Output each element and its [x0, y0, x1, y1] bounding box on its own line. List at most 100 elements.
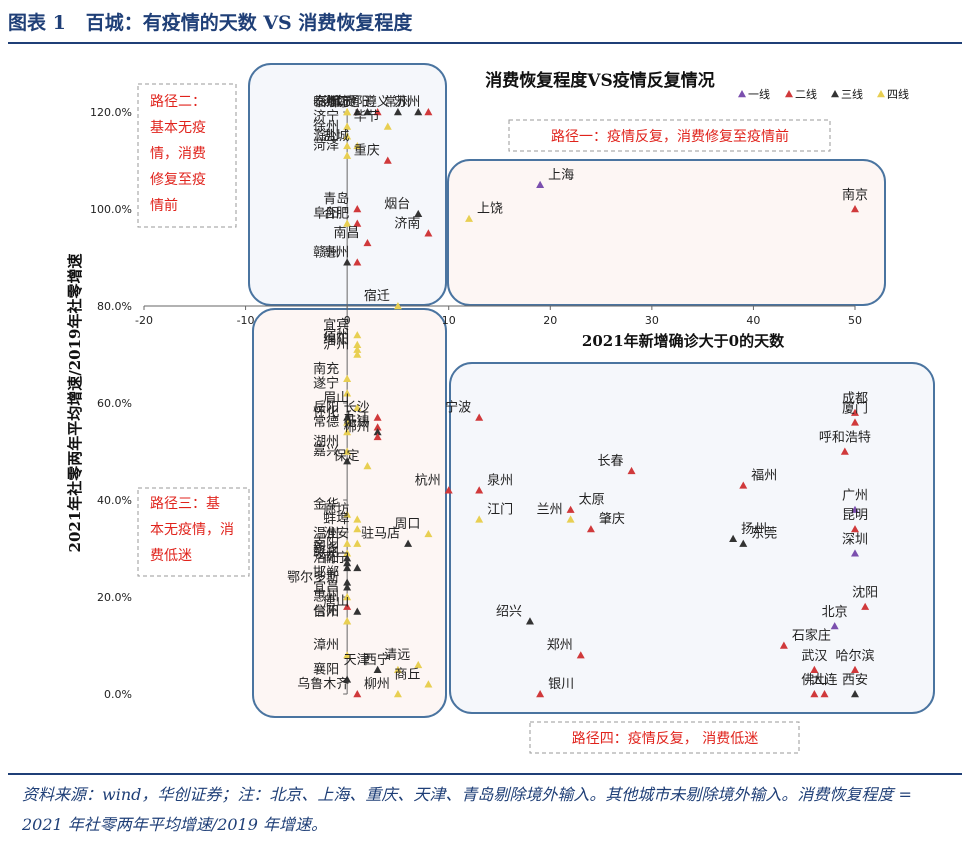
point-label: 菏泽: [313, 139, 339, 154]
x-tick-label: -20: [135, 314, 153, 327]
point-label: 遵义: [364, 94, 390, 110]
point-label: 苏州: [394, 94, 420, 110]
point-label: 商丘: [394, 667, 420, 682]
point-label: 赣州: [313, 245, 339, 260]
point-label: 昆明: [842, 508, 868, 523]
point-label: 毕节: [354, 110, 380, 125]
point-label: 临沂: [313, 95, 339, 110]
legend-label: 二线: [795, 87, 817, 101]
point-label: 邯郸: [313, 565, 339, 580]
point-label: 绍兴: [496, 604, 522, 619]
point-唐山: [353, 607, 362, 615]
point-东莞: [739, 539, 748, 547]
point-label: 南昌: [333, 225, 359, 241]
point-石家庄: [779, 641, 788, 649]
point-label: 哈尔滨: [835, 648, 874, 664]
point-常德: [343, 428, 352, 436]
point-label: 厦门: [842, 401, 868, 416]
point-重庆: [383, 156, 392, 164]
quadrant-box-route3: [252, 308, 447, 718]
point-金华: [343, 510, 352, 518]
point-湖州: [343, 447, 352, 455]
point-周口: [424, 529, 433, 538]
point-label: 上海: [548, 168, 574, 183]
point-label: 鄂尔多斯: [287, 569, 339, 585]
route2-label: 路径二：基本无疫情，消费修复至疫情前: [150, 94, 206, 214]
point-label: 宁波: [445, 400, 471, 416]
point-南京: [851, 205, 859, 213]
point-label: 海口: [323, 95, 349, 110]
point-label: 台州: [313, 604, 339, 619]
point-银川: [536, 690, 545, 698]
point-label: 济宁: [313, 109, 339, 125]
point-label: 福州: [751, 468, 777, 483]
point-label: 湖州: [313, 435, 339, 450]
point-沈阳: [861, 602, 870, 610]
point-label: 肇庆: [599, 512, 625, 527]
point-label: 亳州: [323, 244, 349, 260]
point-清远: [414, 660, 423, 669]
point-新乡: [343, 554, 352, 562]
point-乌鲁木齐: [353, 690, 362, 698]
point-驻马店: [404, 539, 413, 547]
point-上海: [536, 180, 545, 188]
point-label: 广州: [842, 489, 868, 504]
point-毕节: [383, 122, 392, 130]
point-西安: [851, 690, 859, 698]
y-tick-label: 0.0%: [104, 688, 132, 701]
point-遂宁: [343, 389, 352, 397]
y-tick-label: 120.0%: [90, 106, 132, 119]
y-tick-label: 20.0%: [97, 591, 132, 604]
quadrant-box-route1: [447, 159, 886, 306]
point-label: 石家庄: [792, 628, 831, 644]
y-axis-title: 2021年社零两年平均增速/2019年社零增速: [66, 254, 84, 553]
point-label: 西安: [842, 673, 868, 688]
point-label: 惠州: [313, 590, 339, 605]
point-邯郸: [343, 578, 352, 586]
point-襄阳: [343, 675, 352, 683]
point-菏泽: [343, 151, 352, 159]
point-label: 嘉兴: [313, 444, 339, 459]
point-保定: [363, 462, 372, 470]
point-南阳: [343, 549, 352, 557]
point-福州: [739, 481, 748, 489]
point-label: 武汉: [801, 649, 827, 664]
x-tick-label: 20: [543, 314, 557, 327]
x-tick-label: 0: [344, 314, 351, 327]
legend-label: 一线: [748, 87, 770, 101]
point-label: 南通: [333, 94, 359, 110]
point-九江: [373, 423, 382, 431]
route4-label: 路径四：疫情反复， 消费低迷: [572, 730, 758, 747]
point-label: 乌鲁木齐: [297, 676, 349, 692]
point-盐城: [353, 141, 362, 150]
point-武汉: [810, 665, 819, 673]
point-广州: [851, 505, 859, 513]
point-蚌埠: [353, 525, 362, 533]
point-漳州: [343, 651, 352, 659]
point-南充: [343, 374, 352, 382]
point-label: 沈阳: [852, 586, 878, 601]
point-label: 佛山: [801, 673, 827, 688]
point-温州: [343, 539, 352, 547]
point-惠州: [343, 602, 352, 610]
point-合肥: [353, 219, 362, 227]
point-宜宾: [353, 331, 362, 339]
point-济宁: [343, 122, 352, 130]
point-label: 长沙: [344, 401, 370, 416]
point-徐州: [343, 132, 352, 140]
point-烟台: [414, 209, 423, 218]
y-tick-label: 40.0%: [97, 494, 132, 507]
point-label: 长春: [598, 454, 624, 469]
figure-label: 图表 1: [8, 12, 66, 34]
point-信阳: [343, 617, 352, 625]
point-太原: [566, 505, 575, 513]
point-深圳: [851, 549, 859, 557]
point-遵义: [393, 108, 402, 116]
point-label: 赣州: [313, 546, 339, 561]
y-tick-label: 60.0%: [97, 397, 132, 410]
legend-marker: [831, 90, 839, 98]
point-label: 廊坊: [323, 501, 349, 517]
point-肇庆: [586, 525, 595, 533]
point-label: 杭州: [415, 473, 441, 488]
point-label: 温州: [313, 527, 339, 542]
